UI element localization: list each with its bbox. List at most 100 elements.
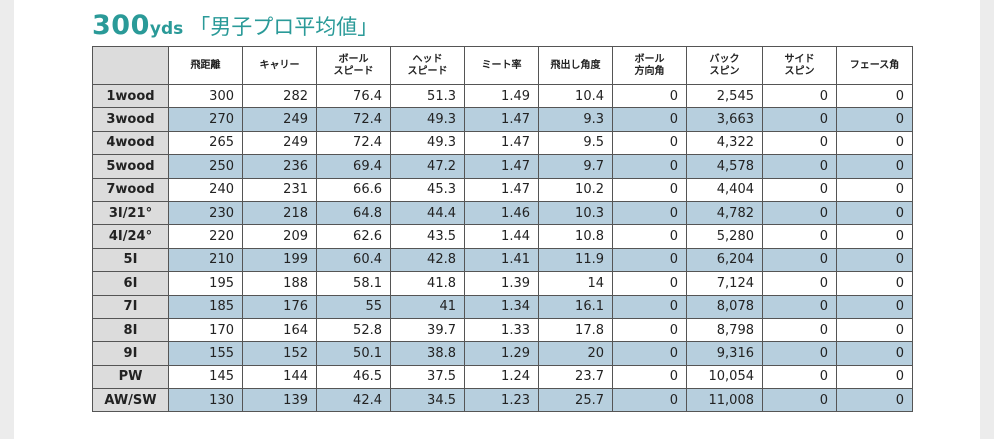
table-cell: 0 — [836, 200, 913, 226]
table-cell: 0 — [612, 271, 687, 296]
club-name-cell: 3I/21° — [92, 200, 169, 226]
table-cell: 0 — [612, 341, 687, 366]
table-cell: 9,316 — [686, 341, 763, 366]
table-cell: 51.3 — [390, 83, 465, 109]
table-row: 5I 210 199 60.4 42.8 1.41 11.9 0 6,204 0 0 — [92, 247, 913, 273]
table-cell: 220 — [168, 224, 243, 249]
table-cell: 282 — [242, 83, 317, 109]
column-header: 飛出し角度 — [538, 46, 613, 85]
table-cell: 152 — [242, 341, 317, 366]
table-cell: 2,545 — [686, 83, 763, 109]
table-cell: 0 — [762, 224, 837, 249]
page-title: 300 yds 「男子プロ平均値」 — [92, 10, 378, 44]
table-cell: 185 — [168, 294, 243, 319]
club-name-cell: 1wood — [92, 83, 169, 109]
table-cell: 1.46 — [464, 200, 539, 226]
table-cell: 62.6 — [316, 224, 391, 249]
column-header-line: ミート率 — [481, 59, 522, 71]
table-cell: 1.34 — [464, 294, 539, 319]
table-cell: 45.3 — [390, 177, 465, 202]
table-cell: 0 — [762, 364, 837, 390]
club-name-cell: 5I — [92, 247, 169, 273]
table-cell: 0 — [612, 83, 687, 109]
table-cell: 39.7 — [390, 317, 465, 343]
table-cell: 170 — [168, 317, 243, 343]
table-cell: 16.1 — [538, 294, 613, 319]
table-cell: 155 — [168, 341, 243, 366]
table-cell: 0 — [762, 247, 837, 273]
table-cell: 46.5 — [316, 364, 391, 390]
table-cell: 23.7 — [538, 364, 613, 390]
table-cell: 10,054 — [686, 364, 763, 390]
table-cell: 270 — [168, 107, 243, 132]
table-cell: 64.8 — [316, 200, 391, 226]
table-cell: 0 — [836, 130, 913, 156]
table-cell: 236 — [242, 154, 317, 179]
table-cell: 0 — [612, 154, 687, 179]
table-cell: 164 — [242, 317, 317, 343]
table-cell: 0 — [612, 294, 687, 319]
table-body: 1wood 300 282 76.4 51.3 1.49 10.4 0 2,545 0 0 3wood… — [92, 83, 913, 413]
table-row: 5wood 250 236 69.4 47.2 1.47 9.7 0 4,578 0 0 — [92, 154, 913, 179]
table-cell: 20 — [538, 341, 613, 366]
table-cell: 250 — [168, 154, 243, 179]
club-name-cell: 4I/24° — [92, 224, 169, 249]
table-row: 4wood 265 249 72.4 49.3 1.47 9.5 0 4,322 0 0 — [92, 130, 913, 156]
column-header-line: 飛出し角度 — [550, 59, 601, 71]
table-cell: 49.3 — [390, 107, 465, 132]
table-cell: 49.3 — [390, 130, 465, 156]
column-header-line: スピン — [709, 65, 740, 77]
table-cell: 72.4 — [316, 107, 391, 132]
table-cell: 25.7 — [538, 388, 613, 413]
table-cell: 43.5 — [390, 224, 465, 249]
table-cell: 0 — [612, 388, 687, 413]
column-header-line: スピード — [407, 65, 448, 77]
table-cell: 44.4 — [390, 200, 465, 226]
table-row: 4I/24° 220 209 62.6 43.5 1.44 10.8 0 5,280 0 0 — [92, 224, 913, 249]
column-header-line: キャリー — [259, 59, 300, 71]
table-cell: 139 — [242, 388, 317, 413]
table-cell: 0 — [836, 294, 913, 319]
column-header: バック スピン — [686, 46, 763, 85]
club-name-cell: 5wood — [92, 154, 169, 179]
table-row: PW 145 144 46.5 37.5 1.24 23.7 0 10,054 0 0 — [92, 364, 913, 390]
table-cell: 1.47 — [464, 107, 539, 132]
table-cell: 1.24 — [464, 364, 539, 390]
table-cell: 4,322 — [686, 130, 763, 156]
table-cell: 8,798 — [686, 317, 763, 343]
table-cell: 300 — [168, 83, 243, 109]
column-header-line: フェース角 — [849, 59, 900, 71]
table-cell: 52.8 — [316, 317, 391, 343]
table-cell: 130 — [168, 388, 243, 413]
title-unit: yds — [149, 19, 184, 39]
club-name-cell: 8I — [92, 317, 169, 343]
table-cell: 37.5 — [390, 364, 465, 390]
table-cell: 0 — [836, 107, 913, 132]
column-header-line: バック — [709, 53, 740, 65]
table-cell: 0 — [836, 271, 913, 296]
table-cell: 9.3 — [538, 107, 613, 132]
table-cell: 0 — [836, 247, 913, 273]
table-cell: 0 — [612, 130, 687, 156]
table-cell: 0 — [836, 83, 913, 109]
table-cell: 7,124 — [686, 271, 763, 296]
table-row: 8I 170 164 52.8 39.7 1.33 17.8 0 8,798 0 0 — [92, 317, 913, 343]
table-cell: 249 — [242, 130, 317, 156]
table-row: AW/SW 130 139 42.4 34.5 1.23 25.7 0 11,008 0 0 — [92, 388, 913, 413]
table-row: 3wood 270 249 72.4 49.3 1.47 9.3 0 3,663 0 0 — [92, 107, 913, 132]
table-cell: 5,280 — [686, 224, 763, 249]
table-cell: 55 — [316, 294, 391, 319]
table-cell: 0 — [836, 364, 913, 390]
table-cell: 3,663 — [686, 107, 763, 132]
table-cell: 230 — [168, 200, 243, 226]
title-distance: 300 — [92, 10, 150, 41]
table-cell: 0 — [612, 317, 687, 343]
table-cell: 1.49 — [464, 83, 539, 109]
header-corner — [92, 46, 169, 85]
club-name-cell: 7wood — [92, 177, 169, 202]
title-label: 「男子プロ平均値」 — [189, 15, 379, 39]
table-cell: 17.8 — [538, 317, 613, 343]
column-header-line: ヘッド — [412, 53, 443, 65]
table-cell: 0 — [762, 130, 837, 156]
table-cell: 0 — [612, 247, 687, 273]
